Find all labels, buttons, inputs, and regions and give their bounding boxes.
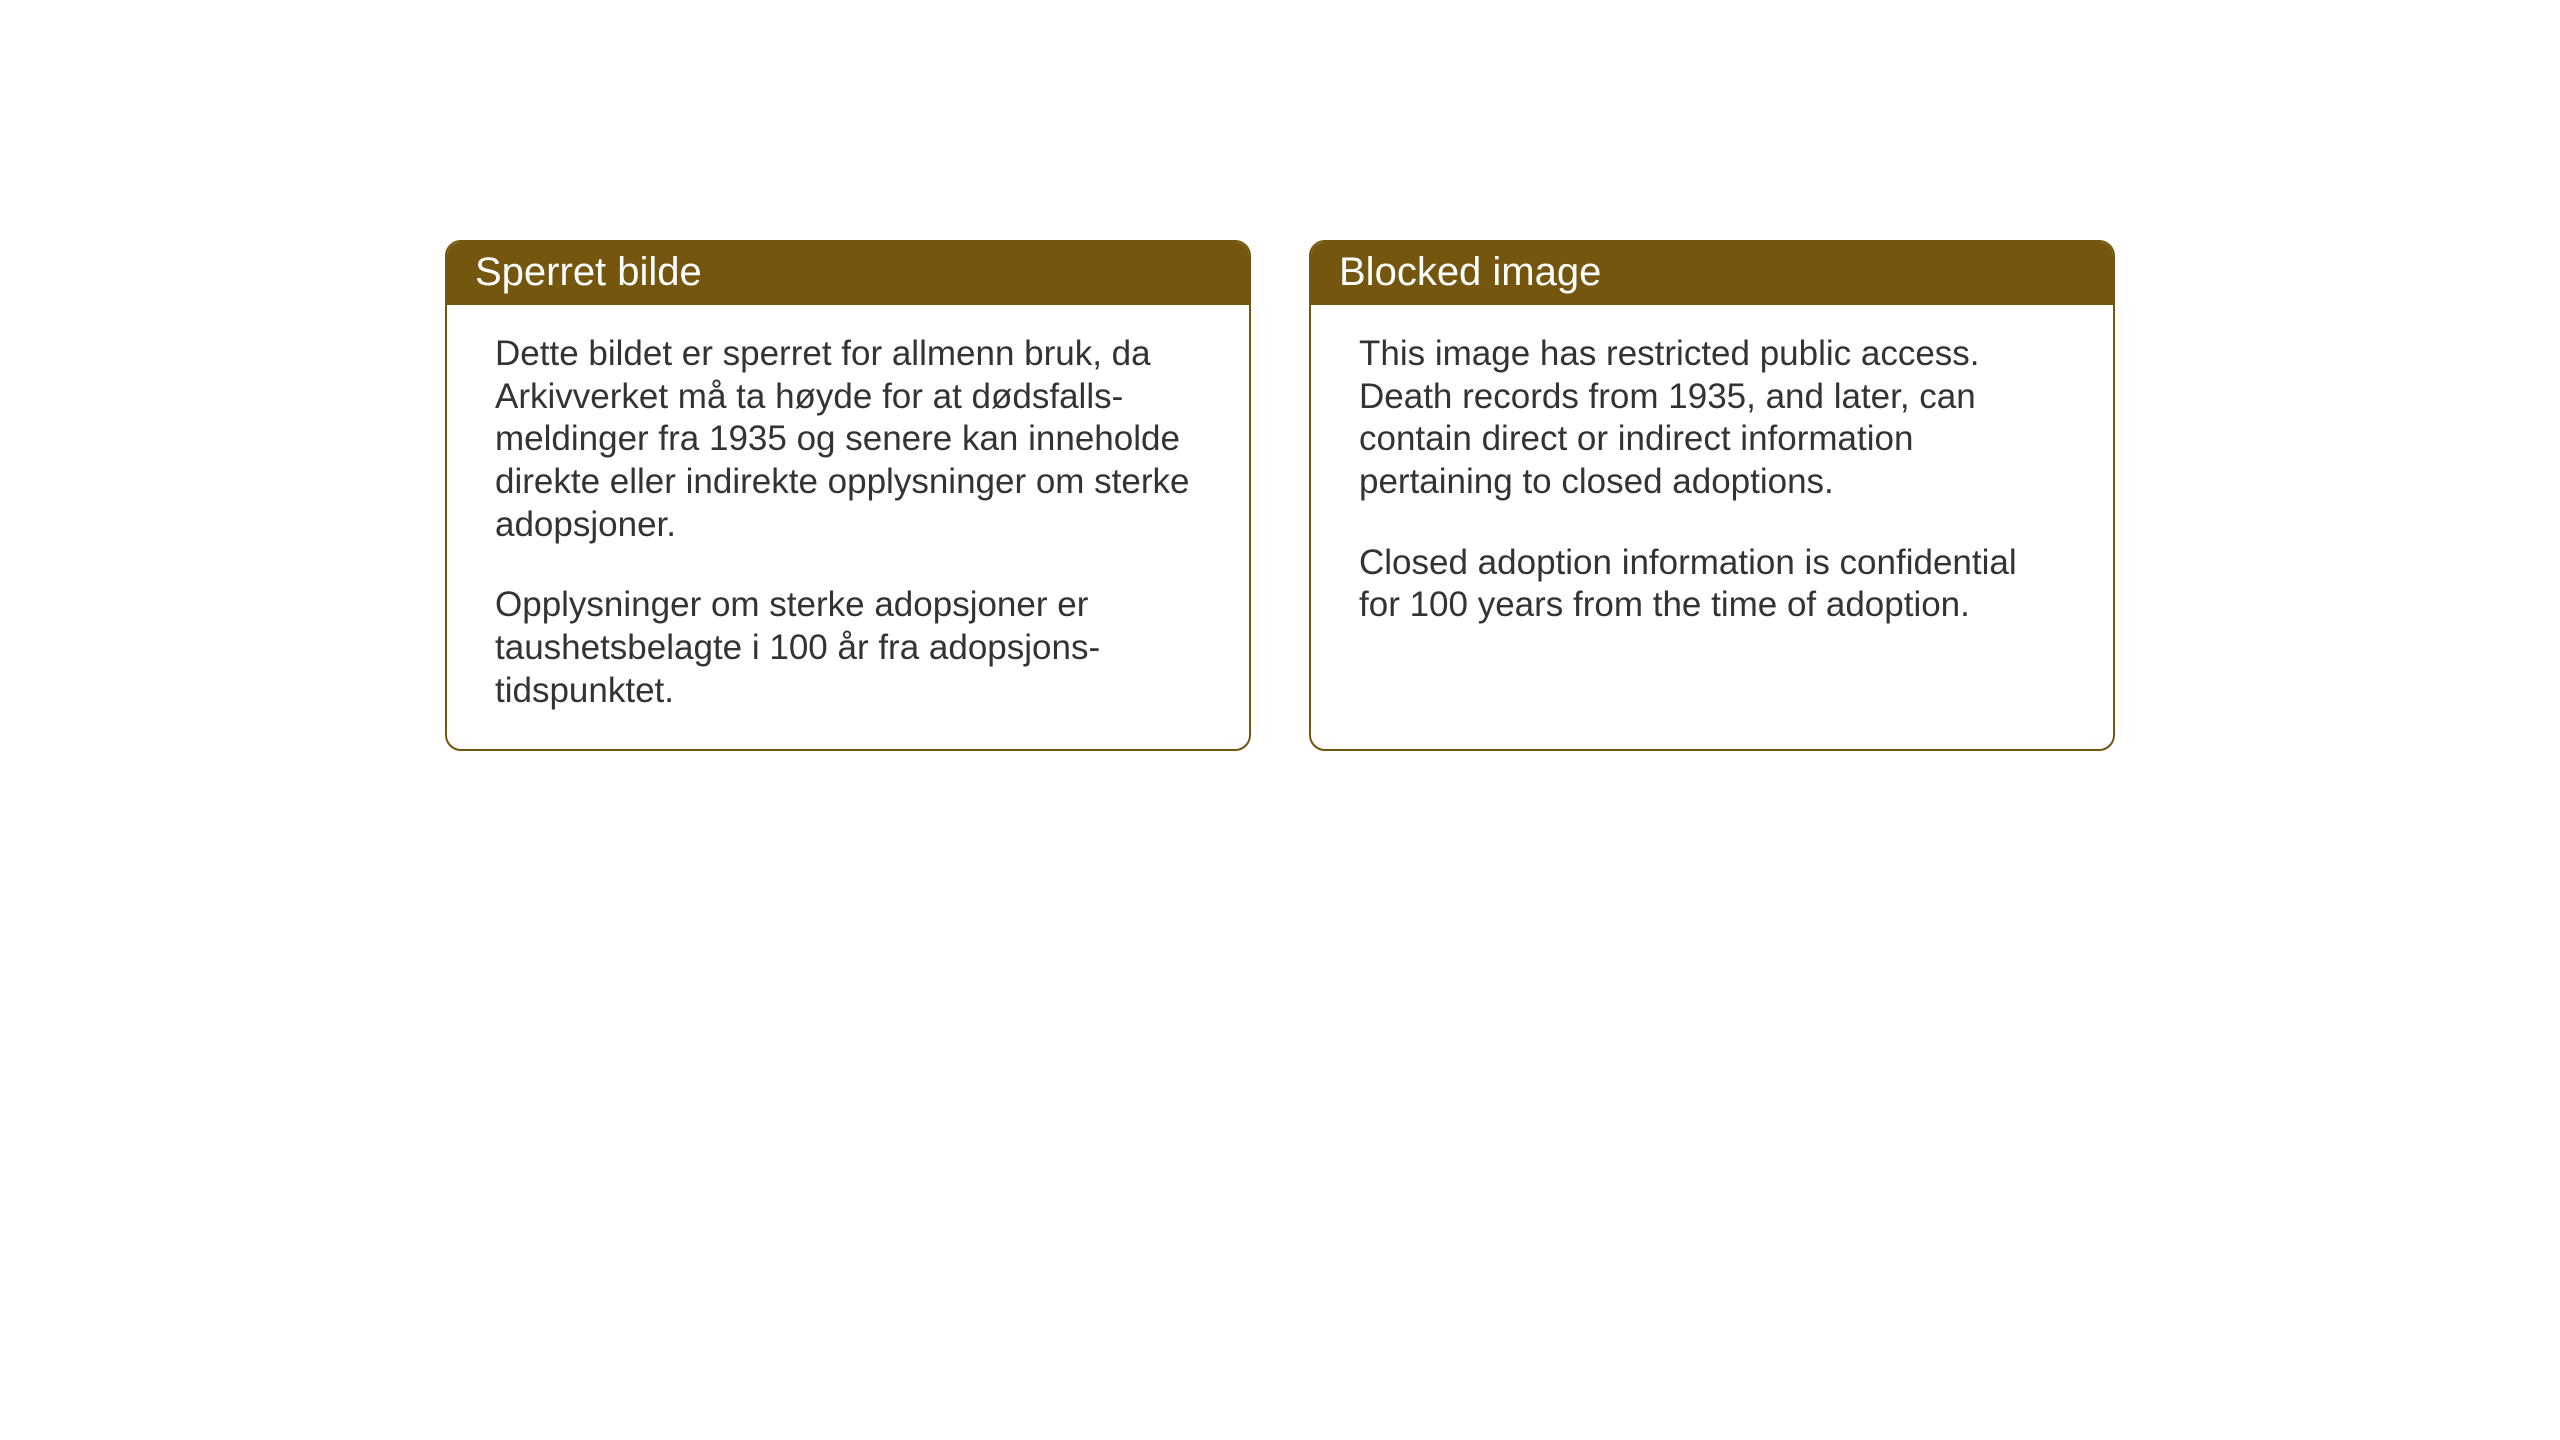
panel-paragraph-1-english: This image has restricted public access.… [1359, 333, 2065, 504]
panel-body-norwegian: Dette bildet er sperret for allmenn bruk… [447, 305, 1249, 749]
panels-container: Sperret bilde Dette bildet er sperret fo… [445, 240, 2115, 751]
panel-body-english: This image has restricted public access.… [1311, 305, 2113, 727]
panel-paragraph-1-norwegian: Dette bildet er sperret for allmenn bruk… [495, 333, 1201, 546]
panel-english: Blocked image This image has restricted … [1309, 240, 2115, 751]
panel-header-english: Blocked image [1311, 242, 2113, 305]
panel-norwegian: Sperret bilde Dette bildet er sperret fo… [445, 240, 1251, 751]
panel-paragraph-2-english: Closed adoption information is confident… [1359, 542, 2065, 627]
panel-paragraph-2-norwegian: Opplysninger om sterke adopsjoner er tau… [495, 584, 1201, 712]
panel-header-norwegian: Sperret bilde [447, 242, 1249, 305]
